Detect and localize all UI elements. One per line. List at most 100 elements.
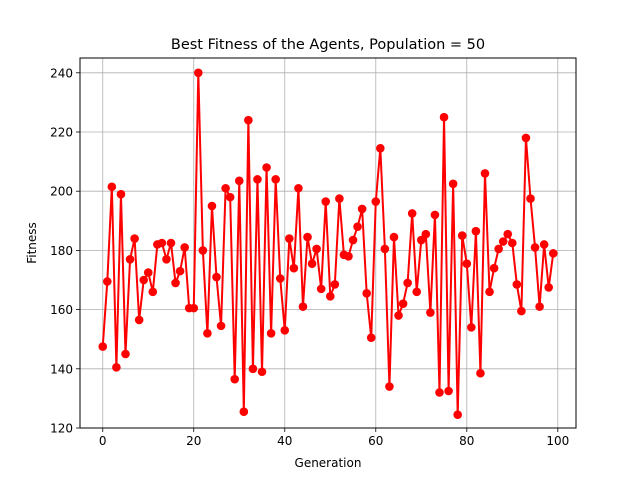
data-point (139, 275, 149, 285)
data-point (348, 235, 358, 245)
data-point (230, 374, 240, 384)
chart-title: Best Fitness of the Agents, Population =… (171, 37, 485, 53)
data-point (244, 115, 253, 125)
data-point (143, 268, 153, 277)
data-point (180, 243, 189, 252)
data-point (134, 315, 144, 325)
fitness-series (98, 68, 558, 419)
data-point (357, 204, 367, 214)
data-point (444, 386, 453, 396)
data-point (166, 238, 176, 248)
y-tick-label: 160 (50, 303, 73, 317)
data-point (467, 323, 476, 332)
data-point (307, 259, 317, 269)
data-point (321, 197, 331, 206)
data-point (239, 407, 249, 417)
data-point (107, 182, 117, 192)
data-point (116, 189, 126, 199)
y-tick-label: 240 (50, 66, 73, 80)
data-point (294, 183, 303, 193)
data-point (539, 240, 549, 249)
data-point (535, 302, 544, 311)
data-point (253, 175, 262, 184)
data-point (489, 263, 499, 273)
data-point (548, 249, 558, 258)
data-point (394, 311, 403, 320)
x-tick-label: 60 (368, 434, 383, 448)
data-point (198, 246, 208, 255)
data-point (398, 299, 408, 308)
data-point (330, 280, 340, 289)
data-point (98, 342, 108, 351)
data-point (298, 302, 308, 311)
data-point (476, 368, 485, 378)
data-point (275, 274, 285, 283)
data-point (171, 278, 180, 288)
data-point (103, 277, 112, 286)
data-point (544, 283, 553, 292)
x-tick-label: 40 (277, 434, 292, 448)
data-point (212, 272, 221, 282)
data-point (530, 243, 540, 252)
data-point (366, 333, 376, 343)
data-point (426, 308, 435, 317)
data-point (130, 234, 139, 243)
data-point (335, 194, 344, 203)
data-point (121, 349, 130, 359)
data-point (503, 229, 513, 239)
data-point (412, 287, 422, 297)
data-point (407, 209, 417, 218)
grid-lines (80, 58, 576, 429)
x-tick-label: 0 (99, 434, 107, 448)
data-point (316, 284, 326, 294)
x-axis-label: Generation (295, 456, 362, 470)
data-point (362, 289, 371, 298)
data-point (521, 133, 531, 143)
y-axis-label: Fitness (25, 222, 39, 264)
data-point (507, 238, 517, 248)
data-point (207, 201, 217, 211)
data-point (416, 235, 426, 245)
data-point (380, 244, 390, 254)
data-point (257, 367, 267, 377)
data-point (471, 226, 481, 236)
data-point (480, 169, 490, 178)
x-tick-label: 100 (546, 434, 569, 448)
data-point (125, 254, 135, 264)
y-tick-label: 220 (50, 126, 73, 140)
y-tick-label: 180 (50, 244, 73, 258)
data-point (439, 112, 449, 122)
plot-frame (79, 57, 577, 429)
y-tick-label: 120 (50, 422, 73, 436)
data-point (303, 232, 312, 242)
data-point (248, 364, 258, 374)
data-point (498, 237, 508, 246)
y-tick-label: 200 (50, 185, 73, 199)
data-point (435, 388, 444, 397)
data-point (271, 175, 280, 184)
data-point (221, 183, 230, 193)
x-tick-label: 20 (186, 434, 201, 448)
data-point (485, 287, 494, 297)
data-point (312, 244, 321, 254)
data-point (112, 363, 121, 372)
data-point (216, 321, 226, 331)
data-point (344, 252, 353, 261)
data-point (371, 197, 381, 206)
data-point (526, 194, 535, 203)
data-point (225, 192, 235, 202)
data-point (266, 328, 276, 338)
axis-ticks: 0 20 40 60 80 100 120 140 160 180 200 220 240 (50, 66, 569, 448)
data-point (285, 234, 294, 243)
data-point (517, 306, 526, 316)
data-point (353, 222, 362, 232)
x-tick-label: 80 (459, 434, 474, 448)
data-point (403, 278, 412, 288)
data-point (262, 163, 271, 172)
data-point (234, 176, 244, 186)
data-point (457, 231, 467, 240)
data-point (148, 287, 158, 297)
data-point (512, 280, 522, 289)
data-point (376, 143, 385, 153)
